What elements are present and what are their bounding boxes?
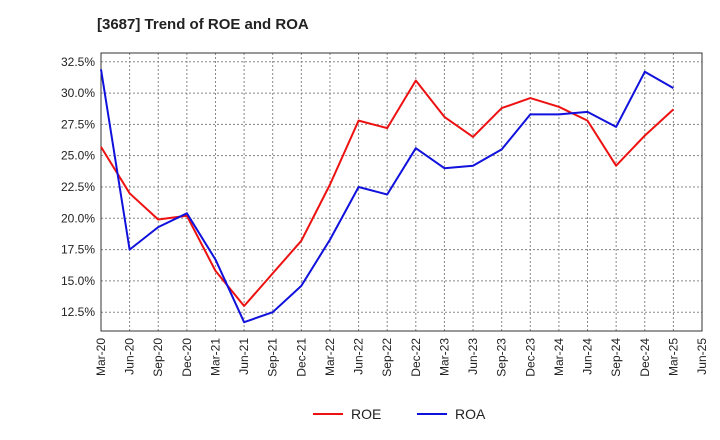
- x-tick-label: Mar-23: [437, 338, 451, 376]
- x-tick-label: Dec-24: [638, 338, 652, 377]
- y-tick-label: 17.5%: [61, 243, 95, 257]
- x-tick-label: Jun-25: [695, 338, 709, 375]
- x-tick-label: Mar-24: [552, 338, 566, 376]
- x-tick-label: Sep-20: [151, 338, 165, 377]
- x-tick-label: Jun-23: [466, 338, 480, 375]
- x-tick-label: Mar-20: [94, 338, 108, 376]
- x-tick-label: Jun-22: [352, 338, 366, 375]
- x-tick-label: Mar-22: [323, 338, 337, 376]
- y-tick-label: 15.0%: [61, 274, 95, 288]
- legend: ROE ROA: [313, 406, 486, 422]
- x-tick-label: Dec-22: [409, 338, 423, 377]
- x-tick-label: Mar-25: [666, 338, 680, 376]
- legend-label-roa: ROA: [455, 406, 486, 422]
- y-tick-label: 27.5%: [61, 117, 95, 131]
- y-tick-label: 30.0%: [61, 86, 95, 100]
- chart-title: [3687] Trend of ROE and ROA: [97, 16, 309, 33]
- y-tick-label: 25.0%: [61, 149, 95, 163]
- x-tick-label: Sep-23: [495, 338, 509, 377]
- x-tick-label: Sep-24: [609, 338, 623, 377]
- x-tick-label: Dec-21: [294, 338, 308, 377]
- plot-frame: [100, 52, 703, 332]
- y-tick-label: 12.5%: [61, 305, 95, 319]
- series-lines: [100, 69, 675, 324]
- y-tick-label: 20.0%: [61, 211, 95, 225]
- x-tick-label: Dec-23: [523, 338, 537, 377]
- x-tick-label: Dec-20: [180, 338, 194, 377]
- series-line-roe: [100, 79, 675, 307]
- legend-label-roe: ROE: [351, 406, 381, 422]
- x-tick-label: Jun-20: [123, 338, 137, 375]
- grid: [101, 53, 702, 331]
- y-tick-label: 22.5%: [61, 180, 95, 194]
- x-tick-label: Sep-21: [266, 338, 280, 377]
- axes: 12.5% 15.0% 17.5% 20.0% 22.5% 25.0% 27.5% 30.0%…: [61, 52, 709, 377]
- x-tick-label: Sep-22: [380, 338, 394, 377]
- x-tick-label: Jun-24: [581, 338, 595, 375]
- x-tick-label: Mar-21: [208, 338, 222, 376]
- y-tick-label: 32.5%: [61, 55, 95, 69]
- series-line-roa: [100, 69, 674, 324]
- x-tick-label: Jun-21: [237, 338, 251, 375]
